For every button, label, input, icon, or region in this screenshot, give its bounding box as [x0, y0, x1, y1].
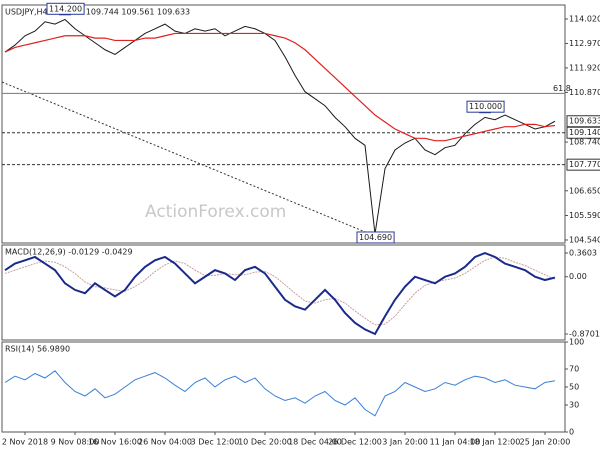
x-tick-label: 18 Dec 04:00 [288, 438, 342, 447]
x-tick-label: 2 Nov 2018 [2, 438, 48, 447]
annotation: 104.690 [359, 233, 392, 242]
series-line [4, 18, 556, 234]
y-tick-label: 70 [569, 365, 579, 374]
y-tick-label: 108.740 [569, 138, 600, 147]
y-tick-label: 0.3603 [569, 249, 597, 258]
y-tick-label: 105.590 [569, 211, 600, 220]
x-tick-label: 16 Nov 16:00 [88, 438, 142, 447]
y-tick-label: 0.00 [569, 272, 587, 281]
y-tick-label: 100 [569, 338, 584, 347]
annotation: 114.200 [49, 4, 82, 13]
x-tick-label: 26 Nov 04:00 [138, 438, 192, 447]
panel-title: USDJPY,H4 109.570 109.744 109.561 109.63… [5, 8, 190, 17]
panel-title: RSI(14) 56.9890 [5, 345, 70, 354]
annotation-box [46, 2, 85, 15]
series-line [4, 256, 556, 326]
y-tick-label: 30 [569, 401, 579, 410]
y-tick-label: 0 [569, 428, 574, 437]
x-tick-label: 10 Dec 20:00 [238, 438, 292, 447]
annotation-box [466, 100, 505, 113]
series-line [4, 32, 556, 142]
panel-title: MACD(12,26,9) -0.0129 -0.0429 [5, 248, 133, 257]
x-tick-label: 18 Jan 12:00 [470, 438, 521, 447]
x-tick-label: 9 Nov 08:00 [51, 438, 100, 447]
annotation-box [356, 231, 395, 244]
last-price-box [566, 115, 600, 128]
y-tick-label: -0.8701 [569, 330, 600, 339]
y-tick-label: 112.970 [569, 39, 600, 48]
x-tick-label: 26 Dec 12:00 [328, 438, 382, 447]
level-label: 61.8 [553, 84, 571, 93]
y-tick-label: 50 [569, 383, 579, 392]
y-tick-label: 104.540 [569, 235, 600, 244]
panel-frame [1, 244, 566, 341]
annotation: 110.000 [469, 102, 502, 111]
trend-line [1, 81, 376, 237]
level-label: 109.140 [569, 128, 600, 137]
last-price: 109.633 [569, 117, 600, 126]
series-line [4, 251, 556, 336]
y-tick-label: 106.650 [569, 186, 600, 195]
level-label-box [566, 158, 600, 171]
x-tick-label: 3 Jan 20:00 [382, 438, 428, 447]
y-tick-label: 110.870 [569, 88, 600, 97]
x-tick-label: 3 Dec 12:00 [191, 438, 240, 447]
x-tick-label: 25 Jan 20:00 [520, 438, 571, 447]
panel-frame [1, 4, 566, 244]
x-tick-label: 11 Jan 04:00 [430, 438, 481, 447]
watermark: ActionForex.com [145, 202, 286, 222]
level-label: 107.770 [569, 160, 600, 169]
y-tick-label: 111.920 [569, 63, 600, 72]
y-tick-label: 114.020 [569, 14, 600, 23]
series-line [4, 370, 556, 417]
